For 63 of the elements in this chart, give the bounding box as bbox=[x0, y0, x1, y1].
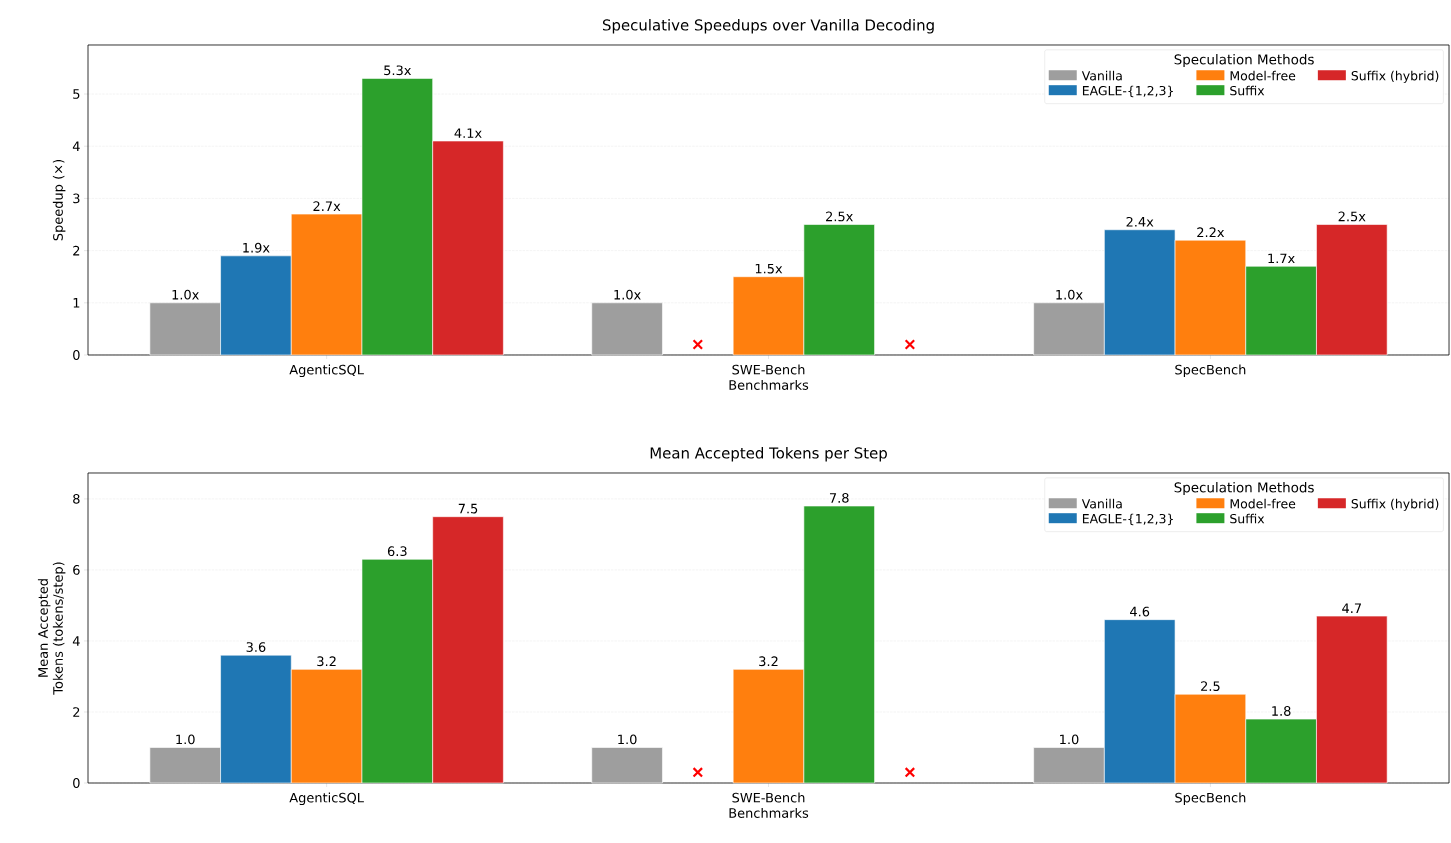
data-label: 2.5x bbox=[1338, 211, 1366, 222]
y-tick-label: 4 bbox=[72, 636, 80, 646]
legend-label: Vanilla bbox=[1081, 70, 1122, 81]
legend-title: Speculation Methods bbox=[1174, 482, 1314, 496]
x-axis-title: Benchmarks bbox=[729, 807, 809, 818]
x-tick-label: SWE-Bench bbox=[732, 364, 805, 375]
legend-label: Vanilla bbox=[1081, 498, 1122, 509]
y-tick-label: 2 bbox=[73, 245, 80, 256]
data-label: 4.7 bbox=[1342, 603, 1362, 613]
data-label: 1.8 bbox=[1272, 706, 1291, 716]
y-tick-label: 8 bbox=[73, 494, 80, 504]
data-label: 1.0 bbox=[1060, 734, 1079, 745]
data-label: 7.5 bbox=[458, 503, 478, 514]
data-label: 2.2x bbox=[1197, 227, 1225, 237]
x-tick-label: SpecBench bbox=[1175, 792, 1246, 806]
x-tick-label: SpecBench bbox=[1175, 364, 1246, 378]
data-label: 7.8 bbox=[829, 493, 849, 503]
legend-label: Model-free bbox=[1230, 70, 1296, 81]
y-tick-label: 1 bbox=[73, 298, 80, 308]
data-label: 1.0x bbox=[1056, 289, 1083, 300]
legend-label: Suffix bbox=[1230, 85, 1265, 96]
x-tick-label: SWE-Bench bbox=[732, 792, 805, 803]
data-label: 6.3 bbox=[387, 546, 407, 557]
data-label: 2.5 bbox=[1201, 681, 1220, 692]
y-tick-label: 3 bbox=[73, 193, 80, 204]
y-axis-title: Mean Accepted Tokens (tokens/step) bbox=[37, 562, 66, 695]
x-tick-label: AgenticSQL bbox=[289, 792, 364, 806]
x-tick-label: AgenticSQL bbox=[289, 364, 364, 378]
legend-label: Suffix (hybrid) bbox=[1351, 498, 1439, 511]
data-label: 1.0x bbox=[172, 289, 199, 300]
legend-label: Suffix bbox=[1230, 513, 1265, 524]
y-tick-label: 4 bbox=[72, 141, 80, 151]
data-label: 5.3x bbox=[384, 65, 412, 76]
data-label: 1.0 bbox=[176, 734, 195, 745]
legend-label: EAGLE-{1,2,3} bbox=[1082, 513, 1173, 526]
legend-label: Suffix (hybrid) bbox=[1351, 70, 1439, 83]
data-label: 1.9x bbox=[243, 242, 270, 253]
data-label: 1.5x bbox=[755, 263, 783, 274]
x-axis-title: Benchmarks bbox=[729, 379, 809, 390]
data-label: 1.7x bbox=[1268, 253, 1295, 264]
y-tick-label: 2 bbox=[73, 707, 80, 717]
legend-title: Speculation Methods bbox=[1174, 54, 1314, 68]
data-label: 4.6 bbox=[1130, 606, 1150, 617]
y-tick-label: 5 bbox=[73, 89, 80, 99]
legend-label: Model-free bbox=[1230, 498, 1296, 509]
legend-label: EAGLE-{1,2,3} bbox=[1082, 85, 1173, 98]
bar bbox=[591, 747, 663, 784]
data-label: 1.0x bbox=[614, 289, 641, 300]
data-label: 2.5x bbox=[826, 211, 853, 222]
data-label: 3.2 bbox=[759, 656, 778, 667]
data-label: 4.1x bbox=[454, 128, 482, 138]
y-tick-label: 0 bbox=[73, 350, 80, 360]
data-label: 2.7x bbox=[313, 201, 341, 211]
y-tick-label: 0 bbox=[73, 778, 80, 788]
chart-title: Speculative Speedups over Vanilla Decoding bbox=[602, 19, 934, 34]
y-axis-title: Speedup (×) bbox=[52, 159, 66, 241]
bar bbox=[591, 302, 663, 356]
chart-title: Mean Accepted Tokens per Step bbox=[650, 447, 887, 462]
data-label: 3.6 bbox=[246, 642, 266, 652]
y-tick-label: 6 bbox=[73, 565, 80, 575]
data-label: 1.0 bbox=[618, 734, 637, 745]
data-label: 3.2 bbox=[317, 656, 336, 667]
data-label: 2.4x bbox=[1126, 216, 1154, 227]
